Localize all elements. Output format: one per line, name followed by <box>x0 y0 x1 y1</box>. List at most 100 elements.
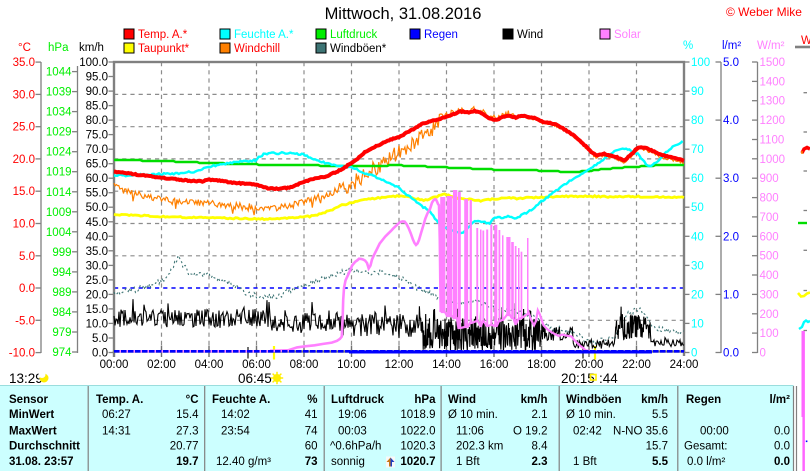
svg-text:Ø 10 min.: Ø 10 min. <box>566 409 616 421</box>
svg-text:15.7: 15.7 <box>646 441 668 453</box>
svg-text:km/h: km/h <box>521 394 548 406</box>
svg-text:5.0: 5.0 <box>723 57 739 69</box>
svg-text:0: 0 <box>691 348 697 360</box>
svg-text:1024: 1024 <box>46 147 72 159</box>
svg-text:Luftdruck: Luftdruck <box>330 29 378 41</box>
svg-text:1100: 1100 <box>760 135 785 147</box>
svg-text:10:00: 10:00 <box>337 359 366 371</box>
svg-text:0.0: 0.0 <box>774 425 790 437</box>
svg-text:Feuchte A.: Feuchte A. <box>212 394 270 406</box>
svg-text:13:29: 13:29 <box>9 371 43 386</box>
svg-text:1 Bft: 1 Bft <box>456 456 480 468</box>
svg-text:Windböen*: Windböen* <box>330 43 387 55</box>
svg-text:Solar: Solar <box>614 29 641 41</box>
svg-text:l/m²: l/m² <box>722 40 741 52</box>
svg-text:15.0: 15.0 <box>13 186 35 198</box>
svg-text:80.0: 80.0 <box>86 115 108 127</box>
svg-text:35.0: 35.0 <box>13 57 35 69</box>
svg-text:20:00: 20:00 <box>575 359 604 371</box>
svg-text:1034: 1034 <box>46 107 72 119</box>
svg-text::44: :44 <box>599 371 618 386</box>
svg-text:989: 989 <box>52 287 71 299</box>
svg-text:11:06: 11:06 <box>456 425 484 437</box>
svg-text:0.0: 0.0 <box>723 348 739 360</box>
svg-text:95.0: 95.0 <box>86 72 108 84</box>
svg-text:10.0: 10.0 <box>86 318 108 330</box>
svg-text:1014: 1014 <box>46 187 72 199</box>
svg-text:74: 74 <box>305 425 318 437</box>
svg-text:06:00: 06:00 <box>242 359 271 371</box>
svg-text:90: 90 <box>691 86 704 98</box>
svg-text:60: 60 <box>305 441 318 453</box>
svg-text:30.0: 30.0 <box>86 260 108 272</box>
svg-text:15.4: 15.4 <box>176 409 199 421</box>
svg-text:979: 979 <box>52 327 71 339</box>
svg-text:hPa: hPa <box>414 394 436 406</box>
svg-text:2.0: 2.0 <box>723 231 739 243</box>
svg-text:20.0: 20.0 <box>86 289 108 301</box>
svg-text:MaxWert: MaxWert <box>9 425 57 437</box>
svg-text:100.0: 100.0 <box>79 57 108 69</box>
svg-text:3.0: 3.0 <box>723 173 739 185</box>
svg-text:800: 800 <box>760 193 779 205</box>
svg-text:00:03: 00:03 <box>338 425 367 437</box>
svg-text:00:00: 00:00 <box>700 425 729 437</box>
svg-text:1500: 1500 <box>760 57 786 69</box>
svg-text:10.0: 10.0 <box>13 219 35 231</box>
svg-text:1004: 1004 <box>46 227 72 239</box>
svg-text:5.5: 5.5 <box>652 409 668 421</box>
svg-text:%: % <box>683 40 693 52</box>
svg-text:999: 999 <box>52 247 71 259</box>
svg-text:8.4: 8.4 <box>532 441 549 453</box>
svg-text:25.0: 25.0 <box>86 275 108 287</box>
svg-text:20:15: 20:15 <box>561 371 595 386</box>
svg-text:20.77: 20.77 <box>170 441 199 453</box>
svg-text:Windchill: Windchill <box>234 43 280 55</box>
svg-text:974: 974 <box>52 347 72 359</box>
svg-text:50: 50 <box>691 202 704 214</box>
svg-text:984: 984 <box>52 307 72 319</box>
svg-text:5.0: 5.0 <box>19 251 35 263</box>
svg-text:27.3: 27.3 <box>176 425 198 437</box>
svg-text:km/h: km/h <box>641 394 668 406</box>
svg-text:Temp. A.*: Temp. A.* <box>138 29 188 41</box>
svg-text:Gesamt:: Gesamt: <box>684 441 727 453</box>
svg-text:Wind: Wind <box>517 29 543 41</box>
svg-text:Ø 10 min.: Ø 10 min. <box>448 409 498 421</box>
svg-text:50.0: 50.0 <box>86 202 108 214</box>
svg-text:55.0: 55.0 <box>86 188 108 200</box>
svg-text:-10.0: -10.0 <box>9 348 35 360</box>
svg-text:-5.0: -5.0 <box>15 315 35 327</box>
svg-text:0: 0 <box>760 348 766 360</box>
svg-text:70: 70 <box>691 144 704 156</box>
svg-text:1019: 1019 <box>46 167 72 179</box>
svg-text:Mittwoch, 31.08.2016: Mittwoch, 31.08.2016 <box>325 5 482 23</box>
svg-text:Temp. A.: Temp. A. <box>96 394 143 406</box>
svg-text:1000: 1000 <box>760 154 786 166</box>
svg-text:30.0: 30.0 <box>13 89 35 101</box>
svg-text:°C: °C <box>186 394 199 406</box>
svg-text:14:02: 14:02 <box>221 409 250 421</box>
svg-text:700: 700 <box>760 212 779 224</box>
svg-text:80: 80 <box>691 115 704 127</box>
svg-text:1300: 1300 <box>760 96 786 108</box>
svg-text:200: 200 <box>760 309 779 321</box>
svg-text:16:00: 16:00 <box>480 359 509 371</box>
svg-text:65.0: 65.0 <box>86 159 108 171</box>
svg-text:994: 994 <box>52 267 72 279</box>
svg-text:0.0: 0.0 <box>774 441 790 453</box>
svg-text:N-NO 35.6: N-NO 35.6 <box>613 425 668 437</box>
svg-text:60.0: 60.0 <box>86 173 108 185</box>
svg-text:1044: 1044 <box>46 67 72 79</box>
svg-text:10: 10 <box>691 318 704 330</box>
svg-text:Windböen: Windböen <box>566 394 621 406</box>
svg-text:100: 100 <box>760 328 779 340</box>
svg-text:14:00: 14:00 <box>432 359 461 371</box>
svg-text:l/m²: l/m² <box>770 394 791 406</box>
svg-text:41: 41 <box>305 409 318 421</box>
svg-text:4.0: 4.0 <box>723 115 739 127</box>
svg-text:%: % <box>307 394 317 406</box>
svg-text:300: 300 <box>760 289 779 301</box>
svg-text:100: 100 <box>691 57 710 69</box>
svg-text:1400: 1400 <box>760 76 786 88</box>
